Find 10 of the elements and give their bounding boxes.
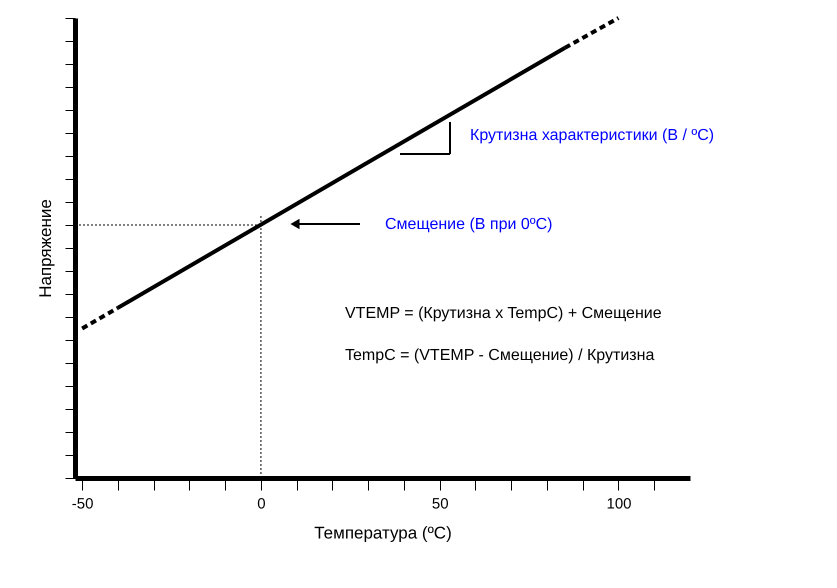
x-tick-label: 100 — [606, 496, 632, 512]
annotation: VTEMP = (Крутизна x TempC) + Смещение — [345, 305, 662, 322]
x-axis-title: Температура (ºC) — [314, 524, 452, 542]
x-tick-label: 0 — [257, 496, 266, 512]
annotation: TempC = (VTEMP - Смещение) / Крутизна — [345, 347, 654, 364]
x-tick-label: -50 — [72, 496, 94, 512]
y-axis-title: Напряжение — [36, 199, 55, 298]
x-tick-label: 50 — [432, 496, 449, 512]
annotation: Крутизна характеристики (В / ºC) — [470, 127, 714, 144]
annotation: Смещение (В при 0ºC) — [385, 216, 552, 233]
